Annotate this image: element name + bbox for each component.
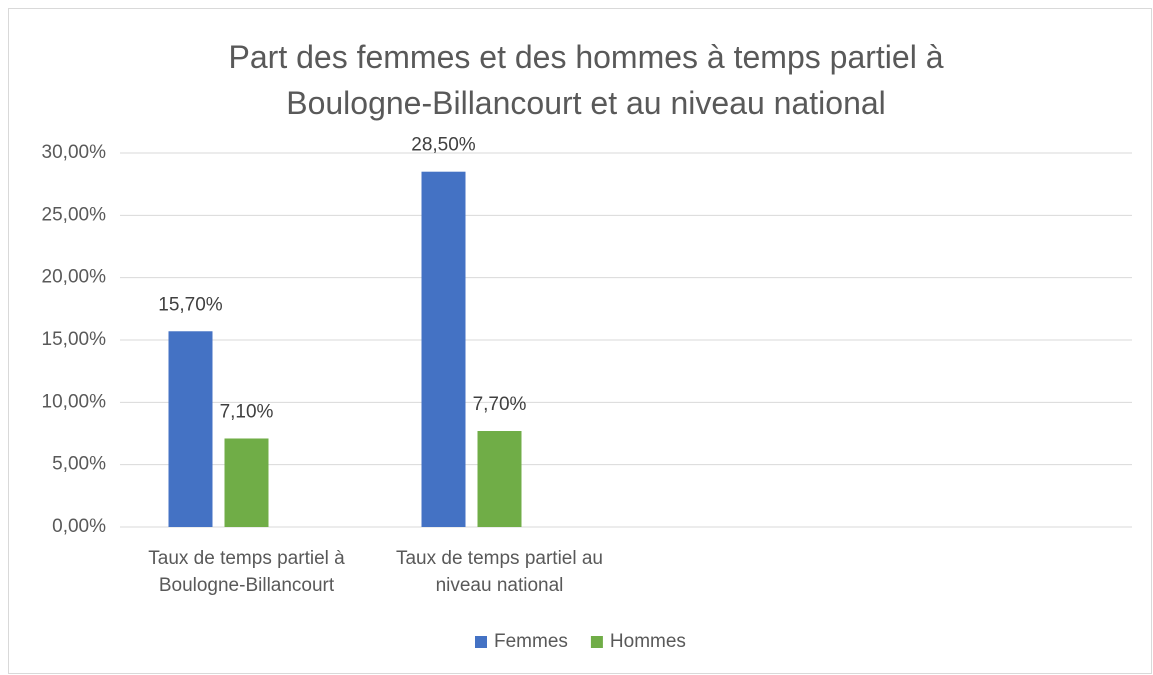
y-tick-label: 5,00% — [52, 454, 106, 475]
y-tick-label: 0,00% — [52, 516, 106, 537]
data-label: 15,70% — [158, 294, 223, 315]
y-tick-label: 25,00% — [42, 204, 107, 225]
data-label: 7,70% — [473, 394, 527, 415]
y-tick-label: 20,00% — [42, 267, 107, 288]
x-tick-label: Taux de temps partiel au niveau national — [395, 548, 603, 596]
y-tick-label: 15,00% — [42, 329, 107, 350]
legend-swatch — [590, 636, 603, 648]
data-label: 7,10% — [220, 402, 274, 423]
legend-swatch — [475, 636, 487, 648]
y-tick-label: 10,00% — [42, 391, 107, 412]
bar — [477, 431, 522, 527]
x-tick-label: Taux de temps partiel à Boulogne-Billanc… — [148, 548, 345, 596]
legend-label: Hommes — [610, 631, 686, 652]
legend-label: Femmes — [494, 631, 568, 652]
data-label: 28,50% — [411, 135, 476, 156]
bar — [421, 171, 466, 527]
y-tick-label: 30,00% — [42, 142, 107, 163]
bar — [168, 331, 213, 527]
chart-title: Part des femmes et des hommes à temps pa… — [228, 39, 944, 121]
bar — [224, 438, 269, 527]
